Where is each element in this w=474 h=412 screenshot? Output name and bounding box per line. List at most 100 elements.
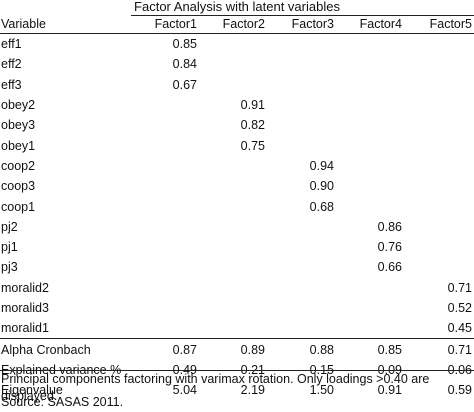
cell-factor1: 0.87	[131, 338, 199, 360]
table-row: coop1 0.68	[0, 196, 474, 216]
cell-factor1	[131, 196, 199, 216]
cell-factor4	[336, 54, 404, 74]
header-row: Variable Factor1 Factor2 Factor3 Factor4…	[0, 16, 474, 34]
row-variable-label: eff2	[1, 57, 22, 72]
cell-factor4	[336, 196, 404, 216]
cell-factor2	[199, 217, 267, 237]
table-row: eff3 0.67	[0, 75, 474, 95]
cell-factor3	[267, 75, 336, 95]
cell-factor5	[404, 217, 474, 237]
table-row: eff2 0.84	[0, 54, 474, 74]
cell-factor3	[267, 54, 336, 74]
cell-factor4: 0.09	[377, 362, 402, 377]
header-factor1: Factor1	[154, 17, 197, 31]
cell-factor1	[131, 115, 199, 135]
cell-factor2	[199, 318, 267, 339]
cell-factor1	[131, 298, 199, 318]
cell-factor2	[199, 75, 267, 95]
cell-factor3	[267, 318, 336, 339]
row-variable-label: coop1	[1, 199, 36, 214]
table-row: moralid2 0.71	[0, 278, 474, 298]
header-factor2: Factor2	[222, 17, 265, 31]
cell-factor1	[131, 318, 199, 339]
cell-factor4: 0.86	[377, 219, 402, 234]
row-variable-label: obey1	[1, 138, 36, 153]
cell-factor2: 0.82	[240, 118, 265, 133]
cell-factor2	[199, 54, 267, 74]
row-variable-label: pj2	[1, 219, 18, 234]
cell-factor3	[267, 95, 336, 115]
cell-factor3: 0.88	[267, 338, 336, 360]
cell-factor2	[199, 298, 267, 318]
table-row: eff1 0.85	[0, 34, 474, 55]
cell-factor5: 0.59	[447, 383, 472, 398]
cell-factor2: 0.21	[240, 362, 265, 377]
cell-factor5	[404, 237, 474, 257]
row-variable-label: Alpha Cronbach	[0, 338, 131, 360]
cell-factor1	[131, 217, 199, 237]
table-row: Explained variance % 0.49 0.21 0.15 0.09 0.06	[0, 360, 474, 380]
table-title: Factor Analysis with latent variables	[134, 0, 340, 14]
cell-factor4	[336, 278, 404, 298]
cell-factor4	[336, 318, 404, 339]
cell-factor3: 1.50	[309, 383, 334, 398]
table-row: coop3 0.90	[0, 176, 474, 196]
cell-factor2: 0.89	[199, 338, 267, 360]
cell-factor5	[404, 257, 474, 277]
table-row: pj3 0.66	[0, 257, 474, 277]
cell-factor2: 0.91	[240, 98, 265, 113]
cell-factor4	[336, 176, 404, 196]
row-variable-label: pj3	[1, 260, 18, 275]
cell-factor5	[404, 196, 474, 216]
row-variable-label: eff1	[1, 37, 22, 52]
header-factor4: Factor4	[359, 17, 402, 31]
cell-factor5	[404, 54, 474, 74]
row-variable-label: eff3	[1, 77, 22, 92]
cell-factor2	[199, 257, 267, 277]
row-variable-label: obey2	[1, 98, 36, 113]
row-variable-label: coop3	[1, 179, 36, 194]
table-row: Alpha Cronbach 0.87 0.89 0.88 0.85 0.71	[0, 338, 474, 360]
cell-factor1	[131, 176, 199, 196]
cell-factor3	[267, 135, 336, 155]
cell-factor1: 0.84	[172, 57, 197, 72]
table-row: obey1 0.75	[0, 135, 474, 155]
cell-factor3: 0.15	[309, 362, 334, 377]
cell-factor2	[199, 196, 267, 216]
header-top-rule	[131, 15, 474, 16]
table-row: pj1 0.76	[0, 237, 474, 257]
cell-factor5	[404, 176, 474, 196]
cell-factor5: 0.71	[447, 280, 472, 295]
cell-factor2	[199, 34, 267, 55]
cell-factor1: 0.85	[172, 37, 197, 52]
cell-factor1: 5.04	[172, 383, 197, 398]
cell-factor3	[267, 278, 336, 298]
cell-factor5	[404, 135, 474, 155]
cell-factor3	[267, 115, 336, 135]
header-factor5: Factor5	[429, 17, 472, 31]
cell-factor3	[267, 237, 336, 257]
cell-factor3	[267, 257, 336, 277]
cell-factor4	[336, 115, 404, 135]
cell-factor1	[131, 257, 199, 277]
cell-factor1	[131, 135, 199, 155]
table-row: pj2 0.86	[0, 217, 474, 237]
cell-factor2	[199, 176, 267, 196]
table-source: Source: SASAS 2011.	[1, 395, 124, 409]
cell-factor1: 0.49	[172, 362, 197, 377]
table-body: eff1 0.85 eff2 0.84 eff3 0.67 obey2 0.91 obey3 0.…	[0, 34, 474, 401]
table-note: Principal components factoring with vari…	[1, 372, 430, 403]
cell-factor5: 0.71	[404, 338, 474, 360]
cell-factor1	[131, 156, 199, 176]
factor-loadings-table: Variable Factor1 Factor2 Factor3 Factor4…	[0, 16, 474, 400]
cell-factor1	[131, 237, 199, 257]
cell-factor4	[336, 95, 404, 115]
row-variable-label: coop2	[1, 158, 36, 173]
table-row: obey2 0.91	[0, 95, 474, 115]
cell-factor2: 2.19	[240, 383, 265, 398]
cell-factor5: 0.52	[447, 301, 472, 315]
cell-factor3: 0.68	[309, 199, 334, 214]
cell-factor4	[336, 298, 404, 318]
cell-factor4	[336, 34, 404, 55]
